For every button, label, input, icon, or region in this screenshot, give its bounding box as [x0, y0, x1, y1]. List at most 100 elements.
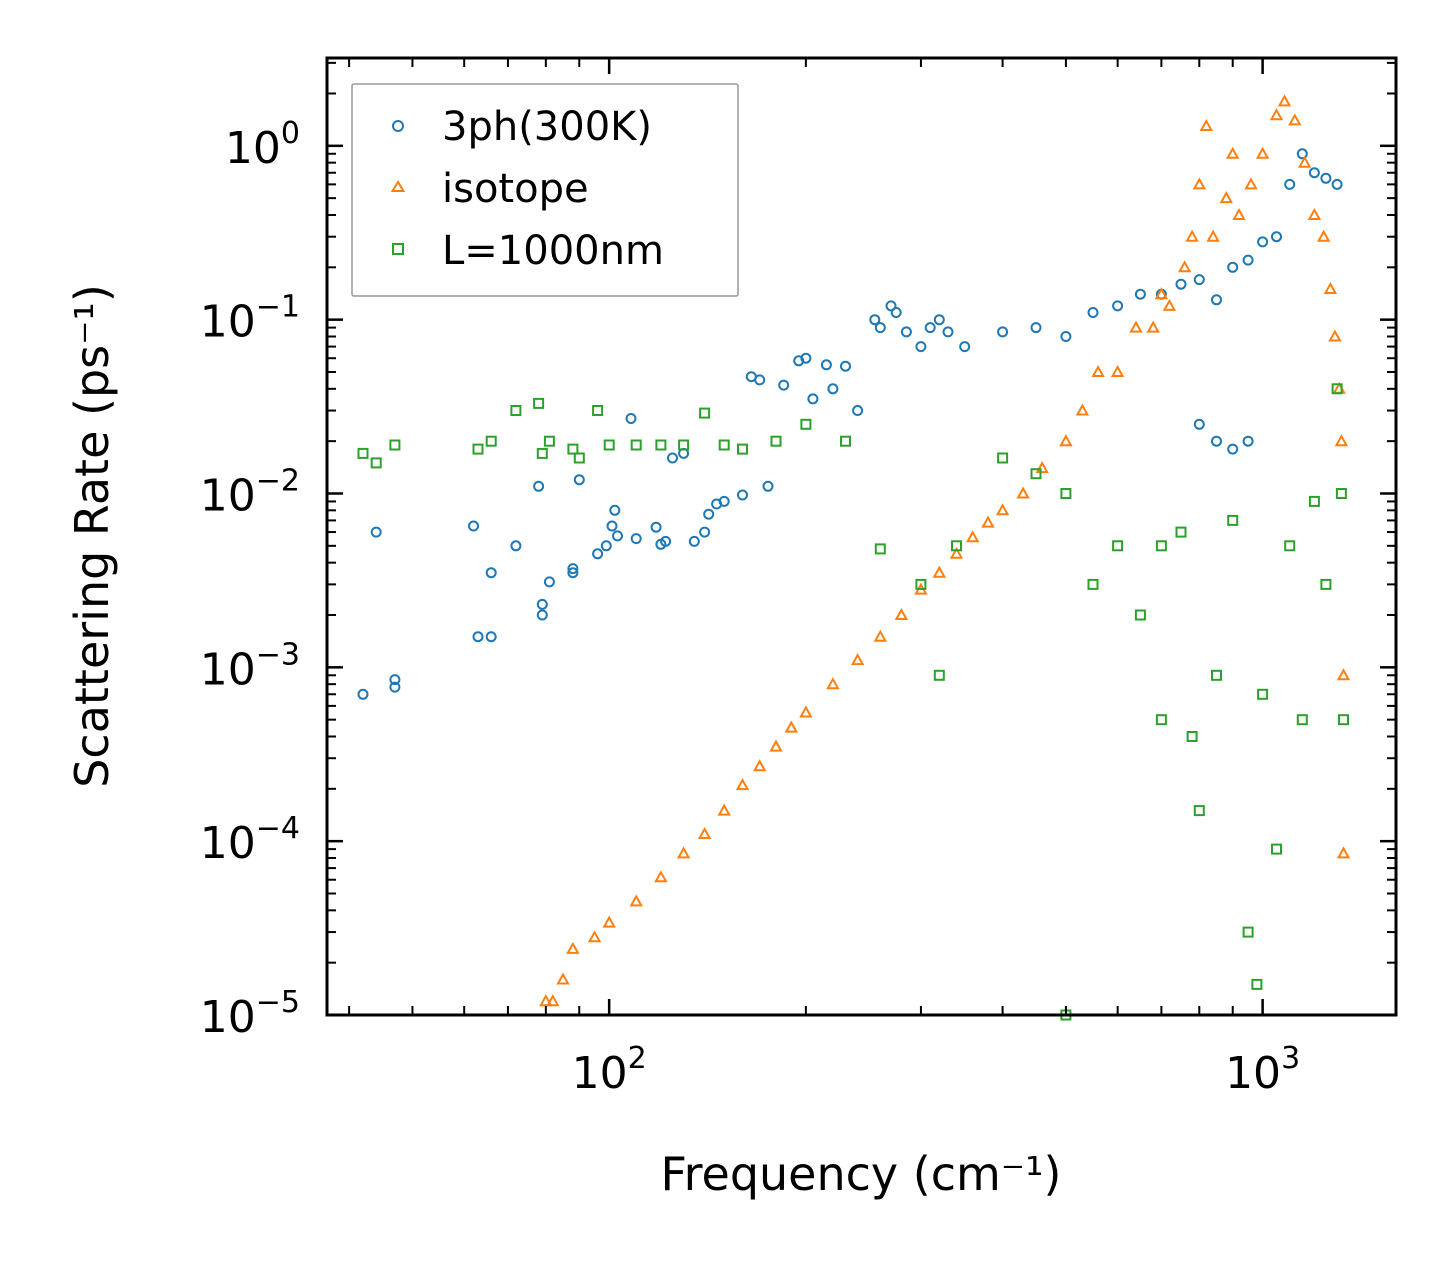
data-point: [536, 447, 548, 459]
data-point: [1211, 669, 1222, 681]
data-point: [1030, 322, 1042, 334]
data-point: [869, 314, 881, 326]
data-point: [1193, 418, 1205, 430]
data-point: [874, 322, 886, 334]
data-point: [567, 443, 579, 455]
data-point: [1199, 118, 1213, 131]
data-point: [678, 439, 690, 451]
data-point: [949, 546, 964, 559]
data-point: [1178, 260, 1192, 273]
data-point: [370, 457, 382, 469]
data-point: [915, 341, 927, 353]
data-point: [1060, 331, 1072, 342]
y-tick-label: 10−1: [200, 290, 300, 348]
y-tick-label: 10−3: [200, 637, 300, 695]
data-point: [778, 379, 790, 391]
data-point: [1338, 714, 1349, 726]
data-point: [1320, 578, 1332, 590]
series-1: [539, 94, 1351, 1007]
y-tick-label: 10−5: [200, 985, 300, 1043]
data-point: [533, 397, 545, 409]
data-point: [915, 578, 927, 590]
data-point: [1175, 526, 1187, 538]
data-point: [1185, 229, 1199, 242]
data-point: [1227, 514, 1239, 526]
data-point: [1320, 172, 1332, 184]
legend-label-boundary: L=1000nm: [442, 228, 664, 274]
data-point: [697, 826, 712, 839]
data-point: [1146, 320, 1160, 333]
data-point: [1155, 714, 1167, 726]
data-point: [1251, 978, 1263, 990]
data-point: [1087, 307, 1099, 318]
data-point: [754, 374, 766, 386]
data-point: [1211, 435, 1222, 447]
data-point: [1193, 805, 1205, 817]
y-tick-labels: 100 10−1 10−2 10−3 10−4 10−5: [200, 116, 300, 1043]
data-point: [1232, 207, 1246, 220]
data-point: [1242, 435, 1254, 447]
data-point: [769, 739, 783, 752]
data-point: [1269, 108, 1284, 121]
data-point: [573, 474, 585, 486]
data-point: [718, 439, 730, 451]
data-point: [1336, 668, 1351, 681]
data-point: [592, 405, 604, 416]
data-point: [874, 543, 886, 555]
data-point: [1155, 540, 1167, 552]
data-point: [1154, 287, 1169, 300]
data-point: [1257, 236, 1269, 248]
data-point: [799, 705, 813, 718]
data-point: [1288, 113, 1302, 126]
data-point: [1162, 298, 1177, 311]
plot-frame: [325, 56, 1398, 1017]
data-point: [468, 520, 479, 532]
data-point: [1308, 167, 1320, 179]
data-point: [1016, 486, 1030, 499]
data-point: [995, 503, 1010, 516]
data-point: [660, 535, 672, 547]
data-point: [539, 994, 553, 1007]
legend-box: [351, 83, 739, 297]
data-point: [1227, 261, 1239, 273]
data-point: [959, 341, 971, 353]
data-point: [485, 631, 497, 643]
data-point: [826, 677, 840, 690]
data-point: [370, 526, 382, 538]
x-tick-labels: 102 103: [572, 1041, 1301, 1099]
data-point: [1175, 278, 1187, 290]
data-point: [472, 443, 484, 455]
data-point: [1129, 320, 1143, 333]
legend-marker-isotope: [390, 180, 406, 192]
data-point: [997, 326, 1009, 338]
series-2: [357, 383, 1349, 1021]
data-point: [625, 413, 637, 424]
data-point: [1134, 609, 1146, 621]
data-point: [1134, 288, 1146, 300]
data-point: [1331, 178, 1343, 190]
data-point: [1255, 146, 1270, 159]
data-point: [1192, 177, 1206, 190]
data-point: [933, 669, 945, 681]
data-point: [1087, 578, 1099, 590]
y-tick-label: 100: [225, 116, 300, 174]
data-point: [770, 435, 782, 447]
data-point: [827, 383, 839, 395]
data-point: [784, 720, 798, 733]
x-axis-label: Frequency (cm⁻¹): [661, 1147, 1062, 1201]
data-point: [942, 326, 954, 338]
data-point: [1112, 300, 1124, 312]
data-point: [1296, 148, 1308, 160]
data-point: [885, 300, 897, 312]
data-point: [566, 941, 580, 954]
data-point: [510, 405, 522, 416]
data-point: [655, 439, 667, 451]
data-point: [1284, 178, 1296, 190]
data-point: [997, 452, 1009, 464]
data-point: [873, 629, 887, 642]
data-point: [389, 681, 401, 693]
data-point: [602, 915, 616, 928]
data-point: [600, 540, 612, 552]
